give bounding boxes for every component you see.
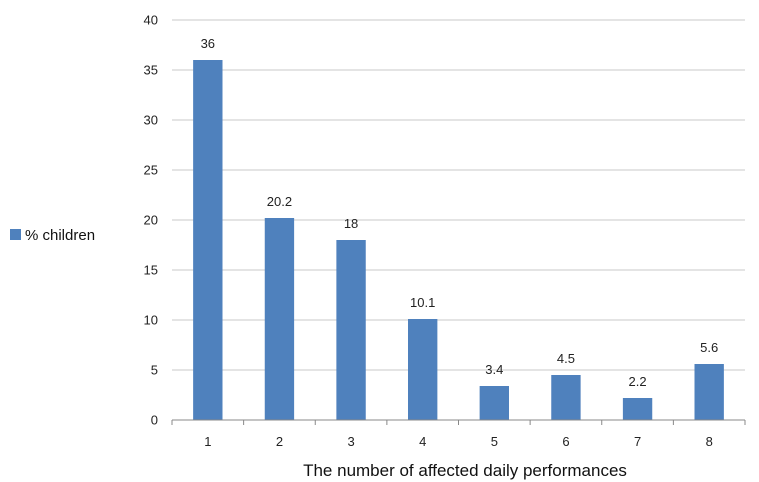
bar bbox=[264, 218, 295, 420]
y-tick-label: 30 bbox=[144, 113, 158, 128]
legend: % children bbox=[10, 227, 95, 244]
x-tick-label: 3 bbox=[347, 434, 354, 449]
bar bbox=[408, 319, 438, 420]
x-tick-label: 2 bbox=[276, 434, 283, 449]
bar bbox=[479, 386, 509, 420]
x-axis-label: The number of affected daily performance… bbox=[303, 461, 627, 480]
y-tick-label: 5 bbox=[151, 363, 158, 378]
bar bbox=[622, 398, 653, 420]
bar bbox=[336, 240, 366, 420]
x-tick-label: 5 bbox=[491, 434, 498, 449]
gridlines bbox=[172, 19, 745, 371]
data-label: 10.1 bbox=[410, 295, 435, 310]
data-labels: 36 20.2 18 10.1 3.4 4.5 2.2 5.6 bbox=[201, 36, 719, 389]
data-label: 4.5 bbox=[557, 351, 575, 366]
data-label: 3.4 bbox=[485, 362, 503, 377]
x-axis-ticks: 1 2 3 4 5 6 7 8 bbox=[171, 420, 746, 449]
y-axis-ticks: 0 5 10 15 20 25 30 35 40 bbox=[144, 13, 158, 428]
bar bbox=[694, 364, 724, 420]
data-label: 20.2 bbox=[267, 194, 292, 209]
data-label: 18 bbox=[344, 216, 358, 231]
x-tick-label: 8 bbox=[706, 434, 713, 449]
y-tick-label: 35 bbox=[144, 63, 158, 78]
y-tick-label: 40 bbox=[144, 13, 158, 28]
bar bbox=[193, 60, 223, 420]
bar bbox=[551, 375, 581, 420]
legend-label: % children bbox=[25, 227, 95, 244]
y-tick-label: 15 bbox=[144, 263, 158, 278]
y-tick-label: 20 bbox=[144, 213, 158, 228]
y-tick-label: 10 bbox=[144, 313, 158, 328]
legend-swatch bbox=[10, 229, 21, 240]
y-tick-label: 25 bbox=[144, 163, 158, 178]
data-label: 5.6 bbox=[700, 340, 718, 355]
bars bbox=[193, 60, 724, 420]
data-label: 36 bbox=[201, 36, 215, 51]
x-tick-label: 6 bbox=[562, 434, 569, 449]
x-tick-label: 1 bbox=[204, 434, 211, 449]
x-tick-label: 4 bbox=[419, 434, 426, 449]
y-tick-label: 0 bbox=[151, 413, 158, 428]
x-tick-label: 7 bbox=[634, 434, 641, 449]
data-label: 2.2 bbox=[629, 374, 647, 389]
